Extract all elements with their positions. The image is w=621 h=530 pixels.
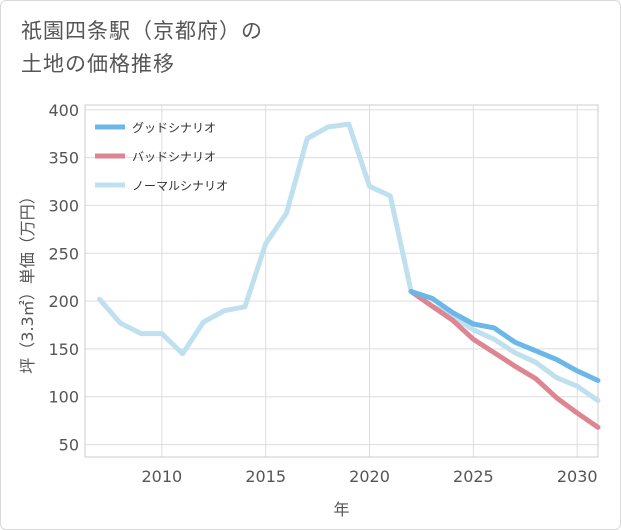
plot-area xyxy=(84,104,599,458)
x-tick-label: 2010 xyxy=(141,467,182,486)
y-axis-ticks: 50 100 150 200 250 300 350 400 xyxy=(48,101,79,455)
y-tick-label: 350 xyxy=(48,149,79,168)
x-tick-label: 2015 xyxy=(245,467,286,486)
series-line-bad xyxy=(408,289,601,430)
y-tick-label: 250 xyxy=(48,244,79,263)
series-lines xyxy=(97,121,601,430)
legend-item-bad: バッドシナリオ xyxy=(95,150,216,164)
y-tick-label: 400 xyxy=(48,101,79,120)
x-tick-label: 2020 xyxy=(349,467,390,486)
y-tick-label: 50 xyxy=(59,436,79,455)
y-tick-label: 300 xyxy=(48,196,79,215)
y-tick-label: 100 xyxy=(48,388,79,407)
plot-frame xyxy=(84,104,599,458)
legend-item-good: グッドシナリオ xyxy=(95,121,216,135)
y-axis-label: 坪（3.3㎡）単価（万円） xyxy=(18,188,37,373)
x-axis-ticks: 2010 2015 2020 2025 2030 xyxy=(141,467,597,486)
y-tick-label: 200 xyxy=(48,292,79,311)
chart-title: 祇園四条駅（京都府）の 土地の価格推移 xyxy=(21,15,263,81)
x-tick-label: 2030 xyxy=(557,467,598,486)
x-tick-label: 2025 xyxy=(453,467,494,486)
series-line-normal xyxy=(97,121,601,404)
grid xyxy=(85,105,598,457)
chart-title-line1: 祇園四条駅（京都府）の xyxy=(21,19,263,43)
legend-label: グッドシナリオ xyxy=(132,121,216,135)
legend-item-normal: ノーマルシナリオ xyxy=(95,179,228,193)
y-tick-label: 150 xyxy=(48,340,79,359)
series-line-good xyxy=(408,289,601,383)
legend-label: ノーマルシナリオ xyxy=(132,179,228,193)
x-axis-label: 年 xyxy=(333,500,349,519)
chart-title-line2: 土地の価格推移 xyxy=(21,52,175,76)
legend-label: バッドシナリオ xyxy=(132,150,216,164)
